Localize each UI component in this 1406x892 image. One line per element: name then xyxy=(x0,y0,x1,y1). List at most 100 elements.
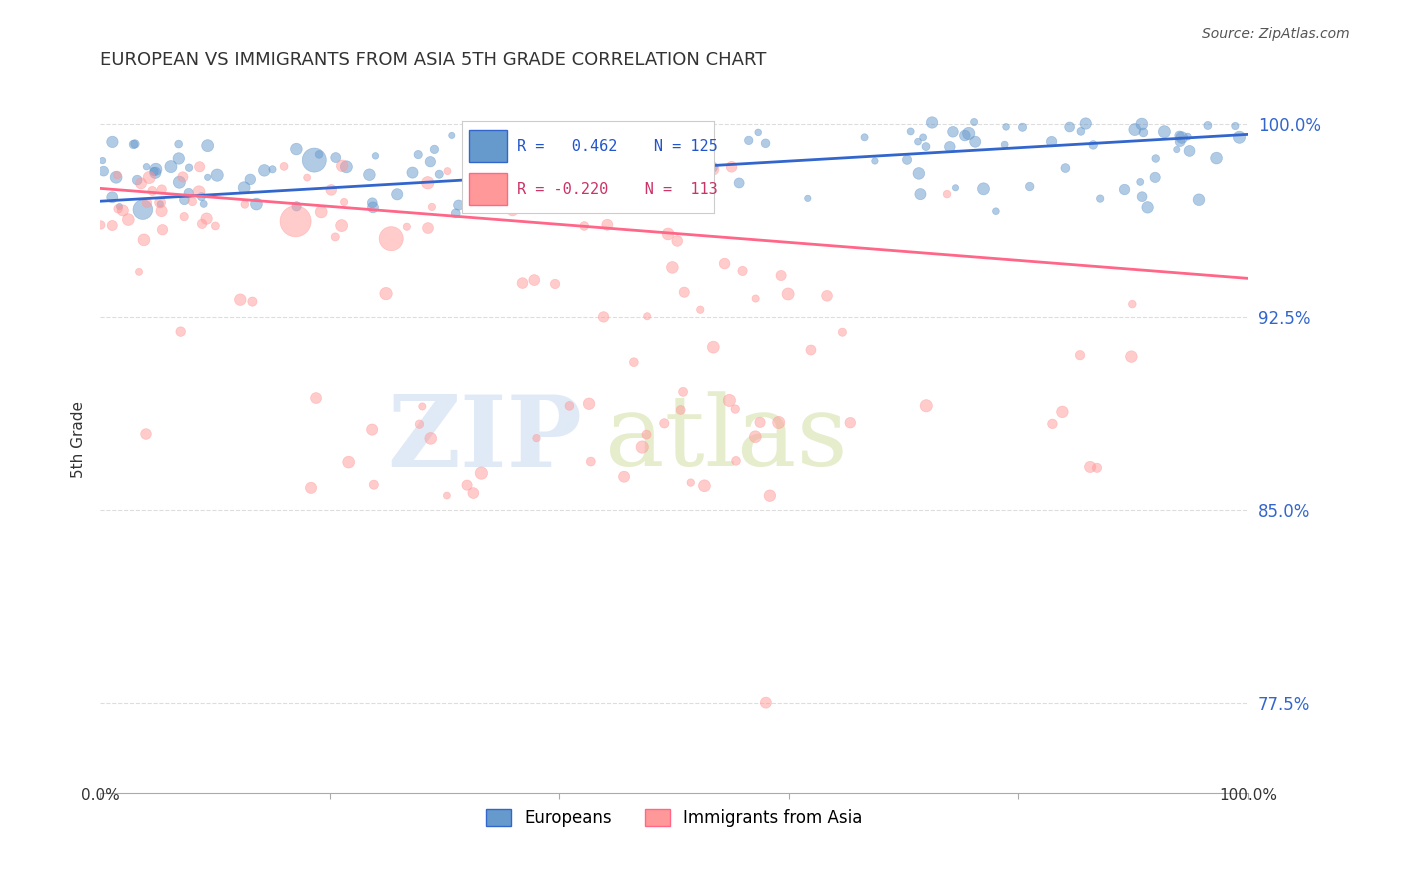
Y-axis label: 5th Grade: 5th Grade xyxy=(72,401,86,477)
Point xyxy=(245,197,267,211)
Point xyxy=(132,233,155,247)
Text: EUROPEAN VS IMMIGRANTS FROM ASIA 5TH GRADE CORRELATION CHART: EUROPEAN VS IMMIGRANTS FROM ASIA 5TH GRA… xyxy=(100,51,766,69)
Point xyxy=(550,162,572,177)
Point xyxy=(419,154,441,169)
Point xyxy=(242,294,264,309)
Point xyxy=(863,153,886,168)
Point xyxy=(921,115,943,129)
Point xyxy=(800,343,823,357)
Point xyxy=(586,173,609,187)
Point xyxy=(470,466,492,480)
Point xyxy=(295,170,318,185)
Point xyxy=(702,340,724,354)
Point xyxy=(579,454,602,468)
Text: 0.0%: 0.0% xyxy=(80,788,120,803)
Point xyxy=(523,175,546,189)
Point xyxy=(323,230,346,244)
Point xyxy=(285,199,308,213)
Point xyxy=(299,481,322,495)
Point xyxy=(693,479,716,493)
Point xyxy=(643,169,665,184)
Point xyxy=(523,273,546,287)
Point xyxy=(420,200,443,214)
Point xyxy=(150,204,173,219)
Point xyxy=(945,181,967,195)
Point xyxy=(744,430,766,444)
Point xyxy=(718,393,741,408)
Point xyxy=(361,200,384,214)
Point xyxy=(395,219,418,234)
Point xyxy=(900,124,922,138)
Point xyxy=(502,203,524,218)
Point xyxy=(1129,175,1152,189)
Point xyxy=(124,136,146,151)
Point xyxy=(128,265,150,279)
Point xyxy=(724,402,747,417)
Point xyxy=(915,139,938,153)
Point xyxy=(1130,117,1153,131)
Point xyxy=(631,440,654,454)
Point xyxy=(423,142,446,156)
Point xyxy=(1090,192,1112,206)
Point xyxy=(912,130,935,145)
Point xyxy=(815,289,838,303)
Point xyxy=(233,180,256,194)
Point xyxy=(839,416,862,430)
Point xyxy=(101,219,124,233)
Point xyxy=(135,160,157,174)
Point xyxy=(669,403,692,417)
Point xyxy=(749,415,772,429)
Point xyxy=(1011,120,1033,135)
Point xyxy=(456,478,478,492)
Point xyxy=(673,152,696,166)
Point xyxy=(309,205,332,219)
Point xyxy=(167,137,190,152)
Point xyxy=(1171,130,1194,145)
Point xyxy=(1178,144,1201,158)
Point xyxy=(688,143,710,157)
Point xyxy=(380,232,402,246)
Point xyxy=(1123,122,1146,136)
Point xyxy=(408,417,430,432)
Legend: Europeans, Immigrants from Asia: Europeans, Immigrants from Asia xyxy=(479,802,869,834)
Point xyxy=(544,277,567,291)
Point xyxy=(1121,297,1143,311)
Point xyxy=(673,285,696,300)
Point xyxy=(995,120,1018,134)
Point xyxy=(152,223,174,237)
Point xyxy=(957,127,980,141)
Point xyxy=(436,164,458,178)
Point xyxy=(623,355,645,369)
Point xyxy=(1168,128,1191,143)
Point xyxy=(253,163,276,178)
Point xyxy=(1052,405,1074,419)
Point xyxy=(731,264,754,278)
Point xyxy=(447,198,470,212)
Point xyxy=(337,455,360,469)
Point xyxy=(1136,200,1159,214)
Point xyxy=(657,227,679,241)
Point xyxy=(111,203,134,218)
Point xyxy=(689,302,711,317)
Point xyxy=(105,168,128,182)
Point xyxy=(474,149,496,163)
Point xyxy=(1121,350,1143,364)
Point xyxy=(93,164,115,178)
Point xyxy=(720,160,742,174)
Point xyxy=(636,427,658,442)
Point xyxy=(1144,152,1167,166)
Point xyxy=(204,219,226,233)
Point xyxy=(359,168,381,182)
Point xyxy=(636,310,658,324)
Point xyxy=(143,166,166,180)
Point xyxy=(145,162,167,177)
Point xyxy=(675,129,697,144)
Point xyxy=(181,194,204,209)
Point xyxy=(177,161,200,175)
Point xyxy=(170,325,193,339)
Point xyxy=(1188,193,1211,207)
Point xyxy=(321,183,343,197)
Point xyxy=(169,175,191,189)
Point xyxy=(141,184,163,198)
Point xyxy=(333,194,356,209)
